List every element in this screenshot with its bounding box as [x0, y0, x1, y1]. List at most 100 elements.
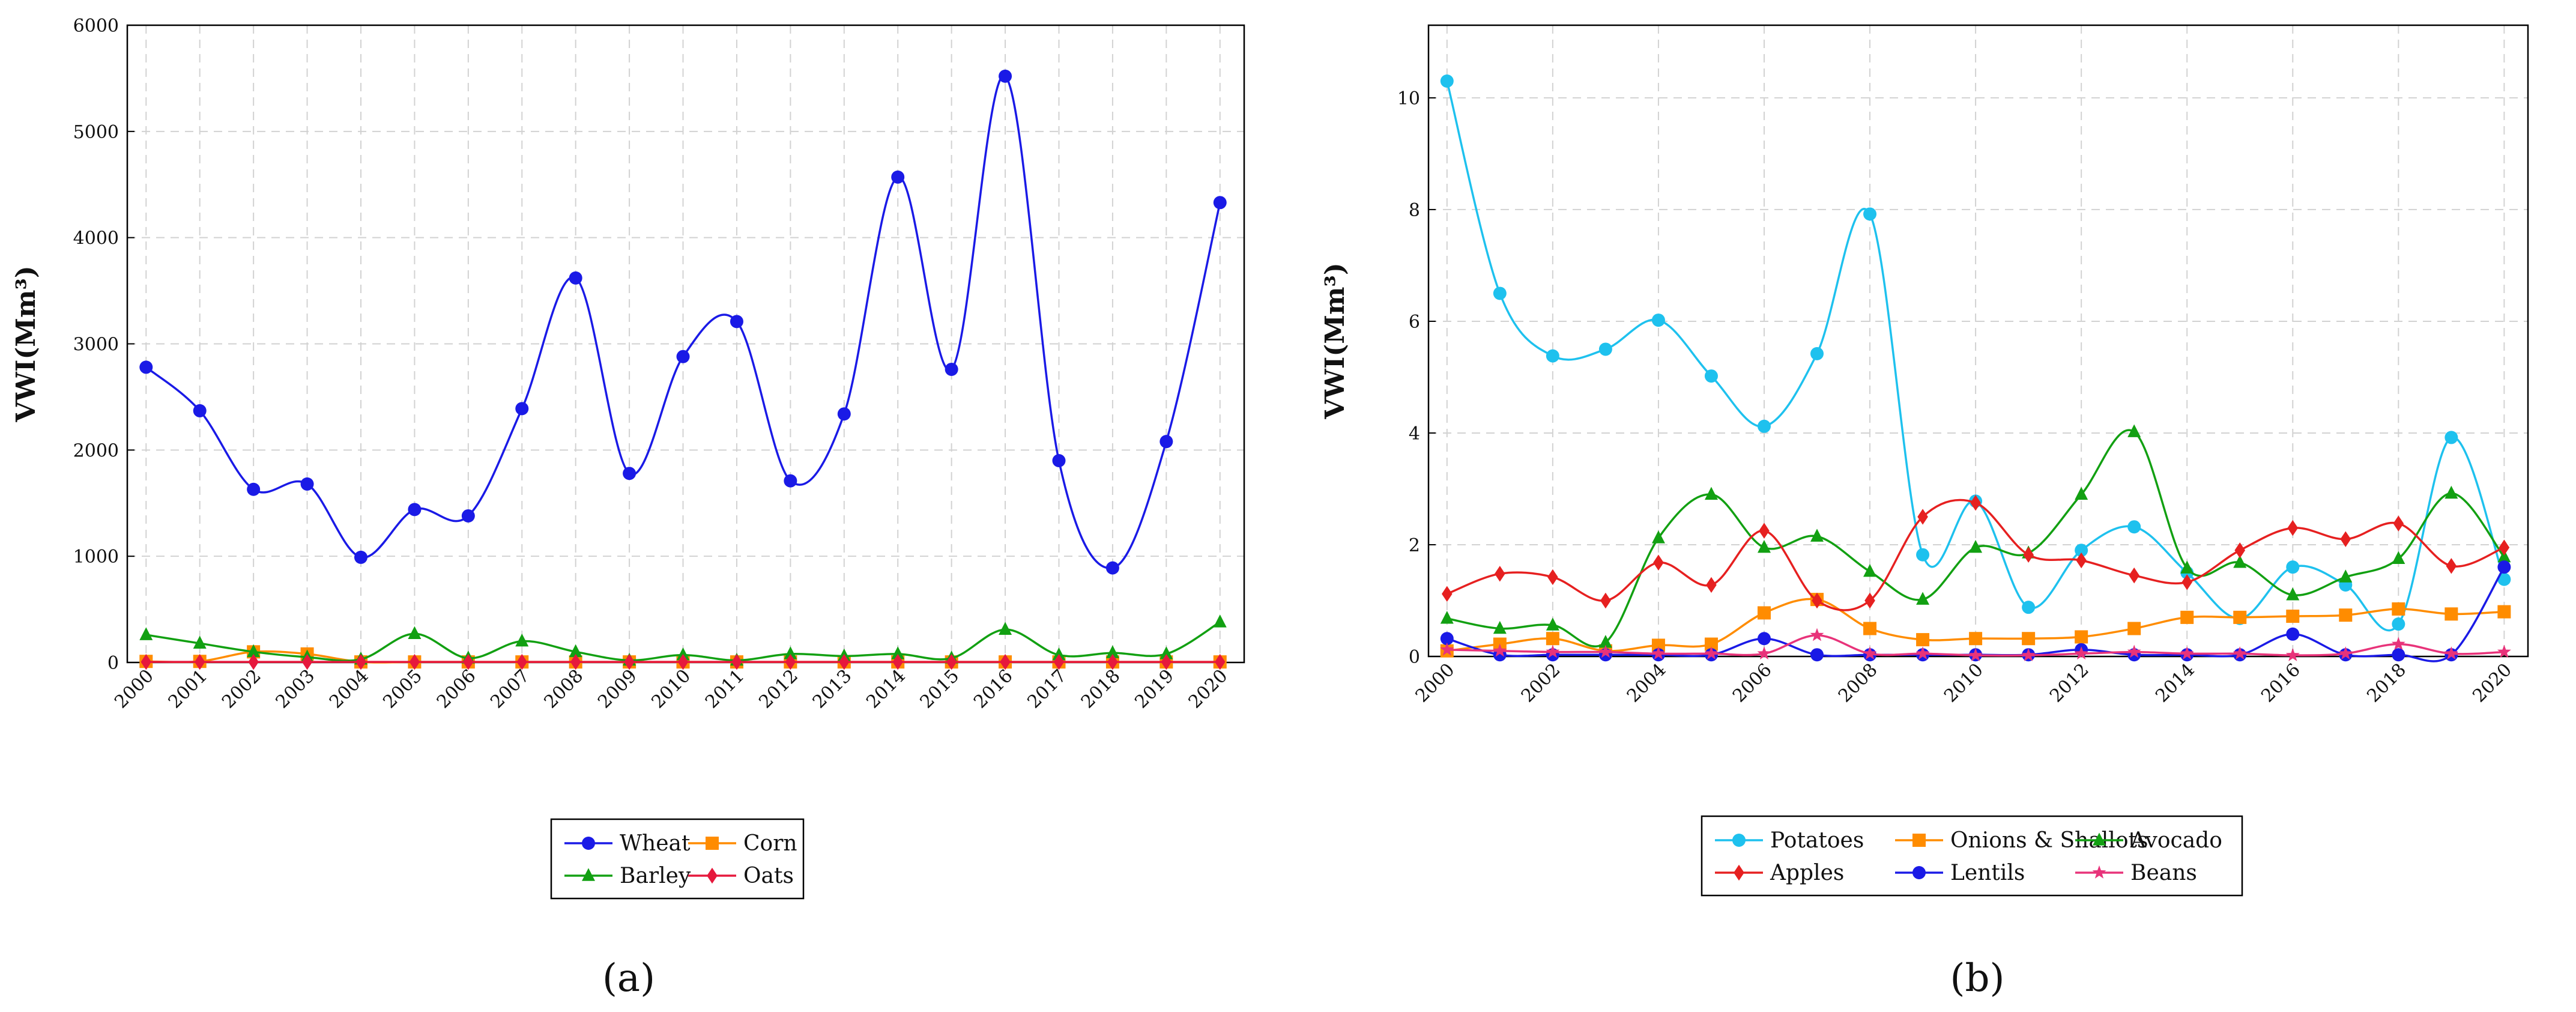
- y-tick-label: 6: [1409, 312, 1420, 333]
- data-point: [1442, 586, 1453, 602]
- data-point: [784, 646, 797, 659]
- panel-label-b: (b): [1950, 956, 2005, 1001]
- data-point: [1915, 646, 1930, 660]
- data-point: [2129, 567, 2139, 584]
- data-point: [2180, 646, 2194, 660]
- y-tick-label: 1000: [73, 547, 119, 568]
- data-point: [1917, 509, 1928, 525]
- data-point: [1000, 653, 1011, 670]
- data-point: [2497, 560, 2511, 574]
- data-point: [247, 644, 261, 658]
- series-oats: [141, 653, 1226, 670]
- data-point: [2444, 646, 2458, 660]
- data-point: [731, 653, 742, 670]
- data-point: [676, 350, 690, 363]
- legend-entry: Beans: [2075, 861, 2197, 885]
- x-tick-label: 2008: [1834, 659, 1882, 707]
- data-point: [1757, 419, 1771, 433]
- legend-entry: Potatoes: [1715, 828, 1864, 853]
- x-tick-label: 2002: [218, 665, 265, 713]
- x-tick-label: 2013: [809, 665, 856, 713]
- data-point: [2023, 547, 2034, 563]
- data-point: [2286, 587, 2300, 601]
- legend-swatch-marker: [1912, 834, 1926, 847]
- y-tick-label: 3000: [73, 335, 119, 356]
- legend-entry: Avocado: [2075, 828, 2222, 853]
- data-point: [784, 474, 797, 488]
- data-point: [2075, 630, 2088, 644]
- data-point: [1757, 539, 1771, 553]
- x-tick-label: 2011: [701, 665, 749, 713]
- series-wheat: [139, 69, 1227, 575]
- data-point: [1970, 495, 1981, 511]
- legend-swatch-marker: [1734, 864, 1744, 881]
- y-tick-label: 2000: [73, 440, 119, 461]
- data-point: [2233, 646, 2247, 660]
- data-point: [2127, 644, 2141, 658]
- data-point: [838, 653, 850, 670]
- data-point: [2499, 539, 2510, 556]
- data-point: [2392, 648, 2405, 662]
- data-point: [2446, 558, 2457, 574]
- data-point: [1440, 611, 1454, 624]
- data-point: [2233, 610, 2247, 624]
- data-point: [2180, 610, 2194, 624]
- data-point: [515, 633, 529, 647]
- x-tick-label: 2018: [2363, 659, 2410, 707]
- data-point: [676, 647, 690, 661]
- data-point: [1213, 614, 1227, 628]
- data-point: [1493, 286, 1507, 300]
- data-point: [2286, 627, 2300, 641]
- data-point: [624, 653, 635, 670]
- data-point: [2497, 549, 2511, 563]
- data-point: [1759, 523, 1770, 539]
- series-apples: [1442, 495, 2510, 611]
- x-tick-label: 2010: [1940, 659, 1988, 707]
- data-point: [2391, 637, 2405, 650]
- x-tick-label: 2002: [1517, 659, 1565, 707]
- legend-swatch-marker: [1732, 834, 1746, 847]
- panel-label-a: (a): [602, 956, 655, 1001]
- data-point: [569, 644, 582, 658]
- data-point: [300, 477, 314, 491]
- data-point: [1810, 628, 1824, 641]
- series-line: [145, 74, 1221, 569]
- legend-label: Beans: [2130, 861, 2197, 885]
- x-tick-label: 2009: [594, 665, 641, 713]
- data-point: [2338, 646, 2353, 660]
- data-point: [463, 653, 474, 670]
- data-point: [2392, 602, 2405, 616]
- legend-label: Avocado: [2130, 828, 2222, 853]
- data-point: [2233, 555, 2247, 568]
- data-point: [1546, 632, 1559, 646]
- data-point: [1493, 643, 1507, 657]
- x-tick-label: 2008: [540, 665, 588, 713]
- data-point: [1757, 632, 1771, 646]
- legend-swatch-marker: [707, 867, 718, 884]
- legend-label: Apples: [1770, 861, 1844, 885]
- data-point: [141, 653, 152, 670]
- data-point: [2285, 648, 2300, 661]
- y-tick-label: 10: [1397, 88, 1420, 109]
- legend-label: Barley: [620, 864, 691, 888]
- data-point: [837, 407, 851, 421]
- data-point: [1704, 369, 1718, 383]
- data-point: [2021, 648, 2036, 661]
- x-tick-label: 2003: [271, 665, 319, 713]
- x-tick-label: 2007: [486, 665, 534, 713]
- grid: [1429, 25, 2528, 656]
- data-point: [1704, 646, 1719, 660]
- data-point: [1706, 577, 1717, 593]
- data-point: [194, 653, 205, 670]
- data-point: [193, 404, 207, 417]
- data-point: [1864, 592, 1875, 609]
- data-point: [1598, 635, 1612, 648]
- data-point: [2075, 544, 2088, 557]
- data-point: [1916, 592, 1930, 605]
- data-point: [1546, 644, 1560, 658]
- data-point: [891, 170, 905, 184]
- data-point: [2392, 551, 2405, 565]
